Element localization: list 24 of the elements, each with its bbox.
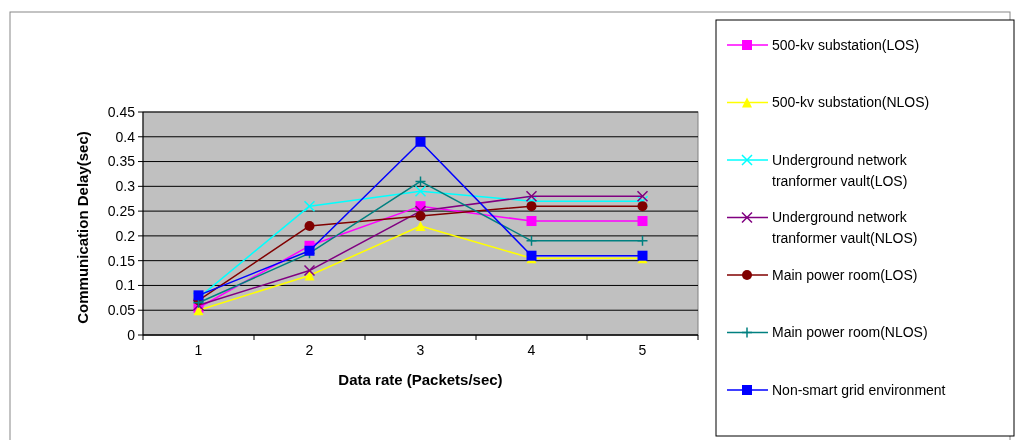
legend-label: Underground network tranformer vault(LOS) (772, 151, 908, 189)
x-axis-title: Data rate (Packets/sec) (338, 371, 503, 388)
y-tick-label: 0.15 (107, 252, 136, 269)
y-tick-label: 0.25 (107, 203, 136, 220)
y-axis-title: Communication Delay(sec) (74, 131, 91, 324)
legend-label: Underground network tranformer vault(NLOS) (772, 209, 918, 247)
y-tick-label: 0.05 (107, 302, 136, 319)
legend-label: Main power room(NLOS) (772, 324, 928, 341)
y-tick-label: 0 (127, 326, 136, 343)
x-tick-label: 3 (416, 342, 425, 358)
y-tick-label: 0.1 (115, 277, 136, 294)
legend-label: 500-kv substation(LOS) (772, 36, 920, 53)
y-tick-label: 0.35 (107, 153, 136, 170)
x-tick-label: 2 (305, 342, 314, 358)
y-tick-label: 0.2 (115, 227, 136, 244)
legend-label: Main power room(LOS) (772, 266, 918, 283)
x-tick-label: 5 (638, 342, 647, 358)
y-tick-label: 0.3 (115, 178, 136, 195)
y-tick-label: 0.45 (107, 103, 136, 120)
x-tick-label: 1 (194, 342, 203, 358)
legend-label: Non-smart grid environment (772, 381, 946, 398)
legend-label: 500-kv substation(NLOS) (772, 94, 930, 111)
y-tick-label: 0.4 (115, 128, 136, 145)
x-tick-label: 4 (527, 342, 536, 358)
